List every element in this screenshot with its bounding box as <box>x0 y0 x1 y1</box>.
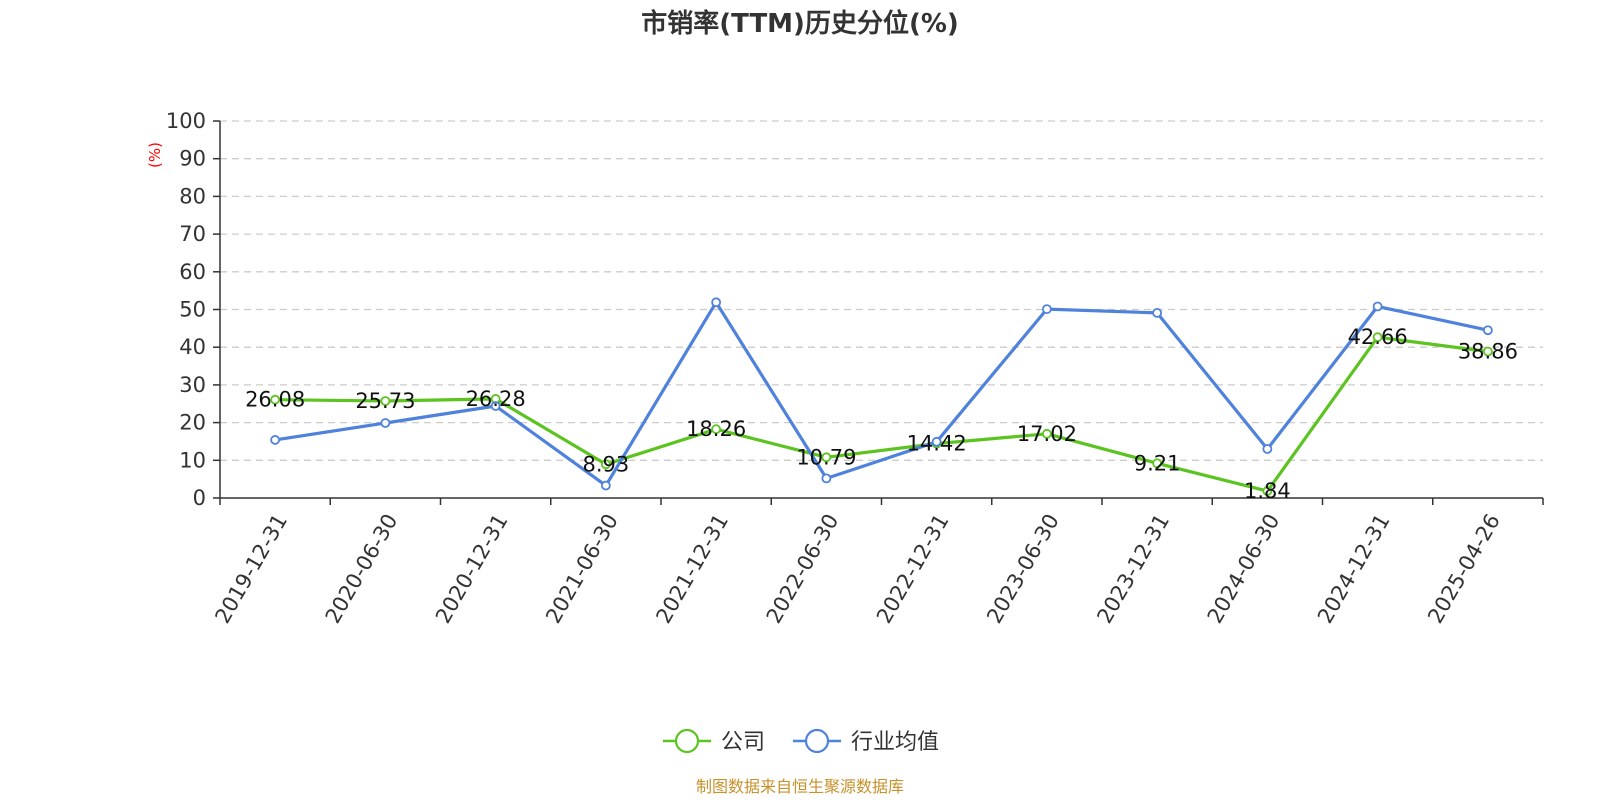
x-tick-label: 2024-06-30 <box>1203 510 1285 628</box>
y-tick-label: 40 <box>179 335 206 359</box>
y-tick-label: 100 <box>166 109 206 133</box>
data-point[interactable] <box>711 424 722 435</box>
series-line-0 <box>275 335 1489 493</box>
data-point[interactable] <box>380 418 391 428</box>
y-tick-label: 90 <box>179 147 206 171</box>
data-label: 8.93 <box>582 452 629 476</box>
data-label: 9.21 <box>1134 451 1181 475</box>
x-tick-label: 2020-12-31 <box>431 510 513 628</box>
data-point[interactable] <box>1152 458 1163 469</box>
data-point[interactable] <box>711 297 722 308</box>
data-label: 25.73 <box>355 389 415 413</box>
data-point[interactable] <box>600 459 611 470</box>
series <box>270 297 1493 496</box>
data-point[interactable] <box>270 435 281 445</box>
data-point[interactable] <box>270 394 281 405</box>
y-tick-label: 80 <box>179 184 206 208</box>
data-label: 1.84 <box>1244 479 1291 503</box>
data-point[interactable] <box>380 396 391 406</box>
x-tick-label: 2021-12-31 <box>651 510 733 628</box>
y-tick-label: 60 <box>179 260 206 284</box>
legend-label: 公司 <box>721 730 765 755</box>
data-point[interactable] <box>1152 307 1163 318</box>
axes: 0 10 20 30 40 50 60 70 80 90 100 2019-12-31 2020-06-… <box>166 109 1544 628</box>
legend-marker <box>674 728 700 754</box>
data-labels: 26.08 25.73 26.28 8.93 18.26 10.79 14.42 17.02 9… <box>245 325 1518 503</box>
x-tick-label: 2021-06-30 <box>541 510 623 628</box>
y-tick-label: 10 <box>179 448 206 472</box>
data-point[interactable] <box>490 401 501 411</box>
data-point[interactable] <box>1262 486 1273 496</box>
data-label: 38.86 <box>1458 339 1518 363</box>
data-label: 18.26 <box>686 417 746 441</box>
data-point[interactable] <box>1041 428 1052 439</box>
data-point[interactable] <box>1482 346 1493 357</box>
data-point[interactable] <box>1262 444 1273 454</box>
y-tick-label: 30 <box>179 373 206 397</box>
data-point[interactable] <box>931 436 942 447</box>
y-tick-label: 0 <box>193 486 206 510</box>
series-line-1 <box>274 300 1489 488</box>
chart-title: 市销率(TTM)历史分位(%) <box>641 8 959 39</box>
x-tick-label: 2025-04-26 <box>1423 510 1505 628</box>
data-label: 42.66 <box>1348 325 1408 349</box>
x-tick-label: 2023-06-30 <box>982 510 1064 628</box>
data-point[interactable] <box>821 452 832 463</box>
source-note: 制图数据来自恒生聚源数据库 <box>696 777 904 796</box>
x-tick-label: 2020-06-30 <box>321 510 403 628</box>
data-point[interactable] <box>1482 325 1493 336</box>
x-tick-label: 2022-12-31 <box>872 510 954 628</box>
data-label: 14.42 <box>907 432 967 456</box>
legend-label: 行业均值 <box>851 730 939 755</box>
legend-item-1[interactable]: 行业均值 <box>793 728 939 755</box>
data-point[interactable] <box>1372 301 1383 312</box>
x-tick-label: 2019-12-31 <box>210 510 292 628</box>
legend[interactable]: 公司 行业均值 <box>663 728 939 755</box>
data-label: 26.08 <box>245 388 305 412</box>
legend-marker <box>804 728 830 754</box>
grid <box>220 120 1543 461</box>
data-label: 26.28 <box>466 387 526 411</box>
x-tick-label: 2024-12-31 <box>1313 510 1395 628</box>
legend-item-0[interactable]: 公司 <box>663 728 765 755</box>
y-tick-label: 50 <box>179 298 206 322</box>
y-tick-label: 70 <box>179 222 206 246</box>
data-label: 17.02 <box>1017 422 1077 446</box>
data-point[interactable] <box>600 480 611 491</box>
y-tick-label: 20 <box>179 411 206 435</box>
data-point[interactable] <box>1041 304 1052 315</box>
x-tick-label: 2022-06-30 <box>762 510 844 628</box>
y-axis-label: (%) <box>146 142 164 168</box>
data-point[interactable] <box>1372 332 1383 343</box>
data-label: 10.79 <box>796 445 856 469</box>
data-point[interactable] <box>821 473 832 484</box>
x-tick-label: 2023-12-31 <box>1092 510 1174 628</box>
